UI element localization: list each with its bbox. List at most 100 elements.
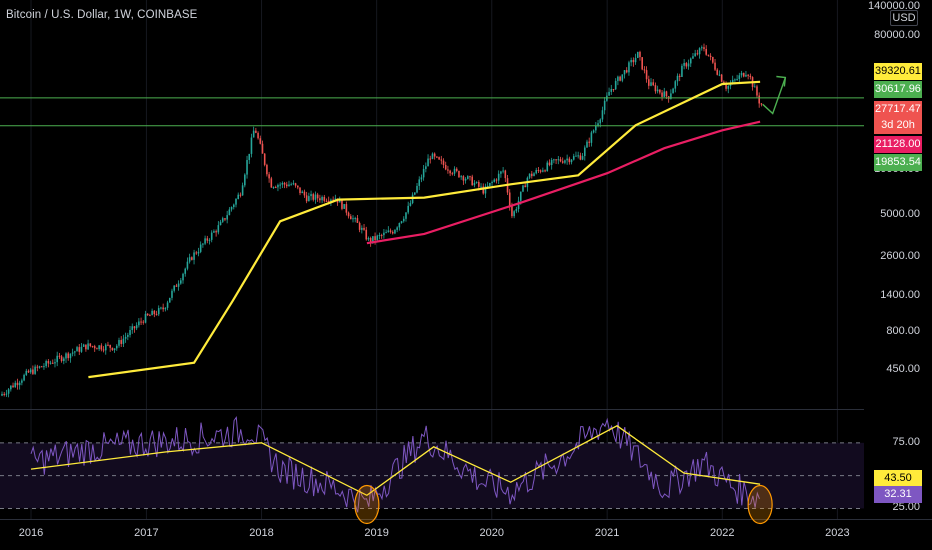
candle-body <box>69 353 72 359</box>
candle-body <box>533 173 535 177</box>
candle-body <box>177 283 180 287</box>
candle-body <box>731 79 734 84</box>
price-tick-label: 5000.00 <box>880 207 920 220</box>
candle-body <box>310 194 312 197</box>
candle-body <box>285 184 288 187</box>
candle-body <box>12 385 14 388</box>
candle-body <box>511 206 513 217</box>
candle-body <box>387 230 390 233</box>
candle-body <box>43 366 45 368</box>
candle-body <box>698 48 701 55</box>
candle-body <box>374 236 376 241</box>
candle-body <box>228 209 231 216</box>
candle-body <box>193 252 195 260</box>
ma-long-line <box>366 120 761 245</box>
candle-body <box>16 382 19 386</box>
candle-body <box>676 75 679 82</box>
candle-body <box>226 215 228 220</box>
candle-body <box>91 346 94 348</box>
candle-body <box>497 173 500 181</box>
candle-body <box>407 205 409 213</box>
candle-body <box>232 204 235 208</box>
candle-body <box>82 344 85 347</box>
candle-body <box>111 347 114 351</box>
price-tag: 21128.00 <box>874 136 922 153</box>
candle-body <box>632 59 635 63</box>
candle-body <box>89 343 92 347</box>
candle-body <box>54 362 56 364</box>
candle-body <box>590 132 593 143</box>
candle-body <box>263 153 266 165</box>
candle-body <box>672 88 674 94</box>
candle-body <box>40 366 43 368</box>
candle-body <box>157 308 160 315</box>
rsi-line <box>30 416 760 513</box>
candle-body <box>365 229 368 240</box>
currency-label[interactable]: USD <box>890 10 918 26</box>
candle-body <box>142 321 145 323</box>
candle-body <box>199 244 202 252</box>
candle-body <box>707 54 710 56</box>
candle-body <box>654 85 657 92</box>
candle-body <box>175 285 178 287</box>
candle-body <box>127 335 129 337</box>
candle-body <box>515 208 518 212</box>
candle-body <box>681 65 683 77</box>
candle-body <box>603 100 606 111</box>
candle-body <box>729 83 732 87</box>
candle-body <box>402 218 405 222</box>
candle-body <box>113 348 116 351</box>
candle-body <box>524 185 526 188</box>
candle-body <box>703 47 705 50</box>
candle-body <box>60 356 63 362</box>
candle-body <box>140 321 142 323</box>
candle-body <box>27 370 30 373</box>
candle-body <box>23 374 25 381</box>
candle-body <box>460 176 462 178</box>
candle-body <box>235 199 237 205</box>
candle-body <box>100 345 103 350</box>
candle-body <box>85 344 87 350</box>
candle-body <box>685 63 688 67</box>
candle-body <box>522 185 524 192</box>
candle-body <box>484 186 487 194</box>
candle-body <box>466 176 469 179</box>
candle-body <box>29 369 32 373</box>
candle-body <box>736 78 738 80</box>
candle-body <box>305 195 308 202</box>
candle-body <box>504 170 507 179</box>
candle-body <box>718 74 721 76</box>
candle-body <box>663 91 666 97</box>
candle-body <box>517 200 520 209</box>
candle-body <box>689 58 692 64</box>
rsi-highlight-circle <box>747 484 773 525</box>
candle-body <box>586 141 588 148</box>
candle-body <box>608 91 610 96</box>
candle-body <box>372 236 374 243</box>
candle-body <box>599 119 602 124</box>
candle-body <box>248 153 251 161</box>
candle-body <box>548 162 551 166</box>
candle-body <box>347 212 350 217</box>
time-tick-label: 2021 <box>594 527 620 539</box>
candle-body <box>447 169 449 171</box>
candle-body <box>431 153 434 159</box>
candle-body <box>180 280 182 284</box>
price-tag: 3d 20h <box>874 117 922 134</box>
candle-body <box>312 194 315 200</box>
price-tick-label: 800.00 <box>886 325 920 338</box>
candle-body <box>760 103 763 105</box>
candle-body <box>358 222 361 230</box>
candle-body <box>361 227 363 230</box>
candle-body <box>186 261 189 269</box>
candle-body <box>109 344 111 348</box>
candle-body <box>321 196 323 201</box>
candle-body <box>614 80 617 90</box>
candle-body <box>259 138 262 144</box>
candle-body <box>409 203 412 206</box>
candle-body <box>135 325 138 329</box>
candle-body <box>237 194 240 200</box>
candle-body <box>444 164 447 170</box>
candle-body <box>146 313 149 316</box>
